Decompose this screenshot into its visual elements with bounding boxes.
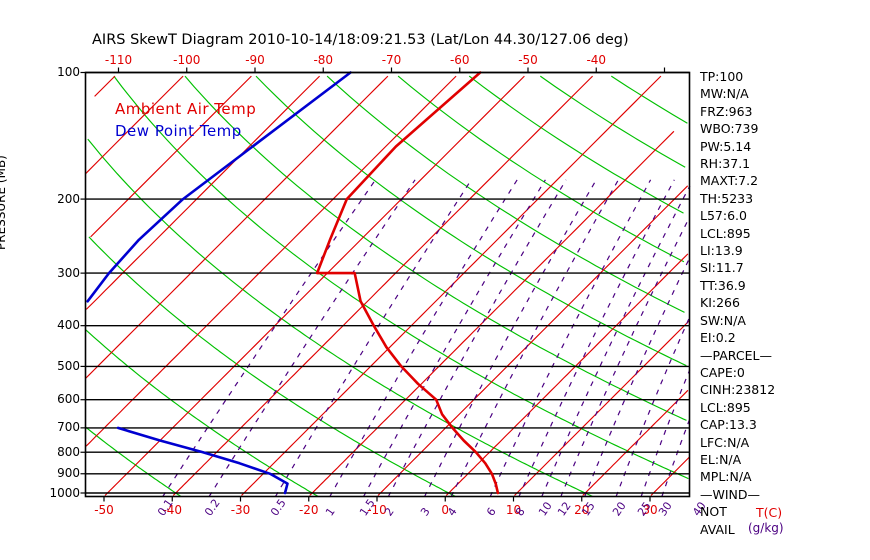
stability-index-entry: CAP:13.3: [700, 417, 757, 433]
pressure-axis-tick-label: 900: [57, 466, 80, 481]
mixing-ratio-axis-unit-label: (g/kg): [748, 521, 784, 535]
bottom-axis-tick-label: -30: [230, 503, 251, 517]
stability-index-entry: AVAIL: [700, 521, 735, 537]
pressure-axis-tick-label: 700: [57, 420, 80, 435]
y-axis-label: PRESSURE (MB): [0, 155, 8, 250]
temperature-profile-lines: [86, 71, 500, 495]
bottom-axis-tick-label: 10: [505, 503, 522, 517]
stability-index-entry: SW:N/A: [700, 312, 746, 328]
pressure-axis-tick-label: 400: [57, 318, 80, 333]
top-axis-tick-label: -70: [381, 53, 402, 67]
stability-index-entry: SI:11.7: [700, 260, 744, 276]
dry-adiabat-lines: [84, 75, 689, 498]
stability-index-entry: MPL:N/A: [700, 469, 752, 485]
stability-index-entry: —WIND—: [700, 486, 761, 502]
legend-dew-point-temp: Dew Point Temp: [115, 122, 242, 140]
top-axis-tick-label: -50: [518, 53, 538, 67]
page-title: AIRS SkewT Diagram 2010-10-14/18:09:21.5…: [92, 32, 629, 48]
pressure-axis-tick-label: 300: [57, 265, 80, 280]
stability-index-entry: MW:N/A: [700, 86, 749, 102]
stability-index-entry: CAPE:0: [700, 364, 745, 380]
top-axis-tick-label: -110: [104, 53, 133, 67]
pressure-axis-tick-label: 600: [57, 392, 80, 407]
legend-ambient-air-temp: Ambient Air Temp: [115, 100, 257, 118]
stability-index-entry: L57:6.0: [700, 208, 747, 224]
top-axis-tick-label: -100: [173, 53, 201, 67]
stability-index-entry: EI:0.2: [700, 330, 736, 346]
top-axis-tick-label: -90: [245, 53, 265, 67]
stability-index-entry: EL:N/A: [700, 451, 742, 467]
top-axis-tick-label: -40: [586, 53, 607, 67]
pressure-axis-tick-label: 100: [57, 65, 80, 79]
pressure-axis-tick-label: 500: [57, 358, 80, 373]
stability-index-entry: LCL:895: [700, 399, 751, 415]
pressure-axis-tick-label: 800: [57, 444, 80, 459]
bottom-axis-tick-label: 0: [441, 503, 450, 517]
top-axis-tick-label: -60: [449, 53, 470, 67]
stability-index-entry: TT:36.9: [700, 277, 746, 293]
stability-index-entry: PW:5.14: [700, 138, 752, 154]
stability-index-entry: MAXT:7.2: [700, 173, 759, 189]
stability-index-entry: RH:37.1: [700, 156, 751, 172]
pressure-axis-tick-label: 1000: [49, 485, 80, 500]
bottom-axis-tick-label: -40: [162, 503, 183, 517]
stability-index-entry: TP:100: [700, 69, 744, 84]
axis-tick-marks: [80, 67, 666, 502]
stability-index-entry: NOT: [700, 504, 727, 520]
pressure-axis-tick-label: 200: [57, 191, 80, 206]
temperature-axis-unit-label: T(C): [756, 505, 783, 520]
stability-index-entry: WBO:739: [700, 121, 759, 137]
bottom-axis-tick-label: 30: [642, 503, 658, 517]
bottom-axis-tick-label: -10: [367, 503, 387, 517]
stability-index-entry: FRZ:963: [700, 103, 753, 119]
top-axis-tick-label: -80: [313, 53, 334, 67]
stability-index-entry: LI:13.9: [700, 243, 743, 259]
stability-index-entry: CINH:23812: [700, 382, 776, 398]
stability-index-entry: TH:5233: [700, 190, 754, 206]
stability-index-entry: KI:266: [700, 295, 740, 311]
stability-index-entry: LCL:895: [700, 225, 751, 241]
bottom-axis-tick-label: -20: [298, 503, 319, 517]
stability-indices-panel: TP:100 MW:N/A FRZ:963 WBO:739 PW:5.14 RH:37.1…: [700, 68, 775, 538]
plot-frame: [84, 71, 691, 498]
bottom-axis-tick-label: -50: [94, 503, 114, 517]
bottom-axis-tick-label: 20: [574, 503, 590, 517]
stability-index-entry: —PARCEL—: [700, 347, 772, 363]
stability-index-entry: LFC:N/A: [700, 434, 750, 450]
